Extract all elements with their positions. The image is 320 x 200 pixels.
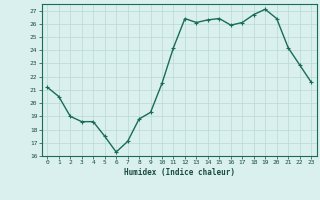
- X-axis label: Humidex (Indice chaleur): Humidex (Indice chaleur): [124, 168, 235, 177]
